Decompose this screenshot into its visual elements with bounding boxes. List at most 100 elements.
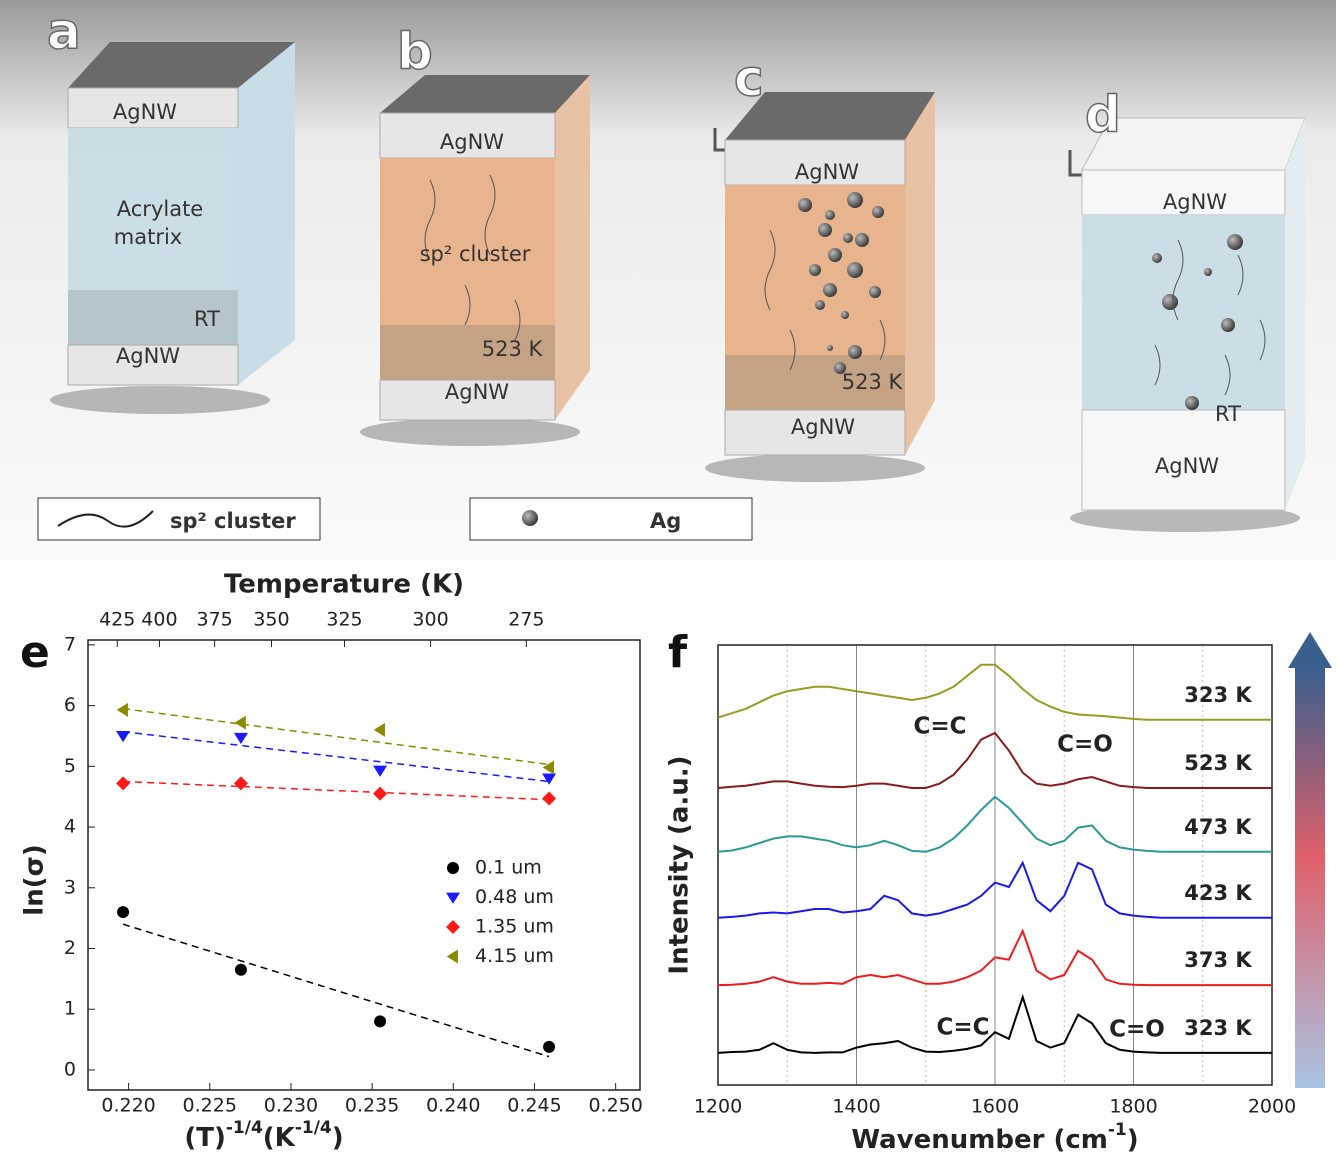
x2-tick-label: 300 bbox=[412, 609, 448, 631]
data-point bbox=[374, 1015, 386, 1027]
electrode-label: AgNW bbox=[116, 344, 180, 368]
series-label: 473 K bbox=[1184, 815, 1252, 839]
body-label: matrix bbox=[114, 225, 182, 249]
legend-label: 4.15 um bbox=[475, 945, 554, 967]
x2-tick-label: 400 bbox=[141, 609, 177, 631]
x-axis-label: (T)-1/4(K-1/4) bbox=[184, 1118, 343, 1153]
electrode-label: AgNW bbox=[113, 100, 177, 124]
annotation: C=O bbox=[1109, 1017, 1165, 1043]
panel-label: b bbox=[397, 23, 433, 81]
temperature-label: 523 K bbox=[482, 337, 544, 361]
data-point bbox=[116, 731, 130, 742]
panel-label: e bbox=[20, 627, 50, 678]
x-tick-label: 1800 bbox=[1109, 1096, 1157, 1118]
x-axis-label-part: ) bbox=[1127, 1125, 1139, 1155]
x-tick-label: 2000 bbox=[1248, 1096, 1296, 1118]
legend-marker bbox=[446, 893, 460, 904]
x-axis-label-part: (T) bbox=[184, 1123, 226, 1153]
x-axis-label: Wavenumber (cm-1) bbox=[851, 1120, 1138, 1155]
data-point bbox=[235, 716, 246, 730]
data-point bbox=[235, 964, 247, 976]
series-label: 523 K bbox=[1184, 751, 1252, 775]
y-tick-label: 7 bbox=[64, 633, 76, 655]
y-axis-label: Intensity (a.u.) bbox=[665, 755, 695, 974]
panel-label: a bbox=[47, 3, 81, 61]
legend-label: 1.35 um bbox=[475, 916, 554, 938]
data-point bbox=[373, 766, 387, 777]
y-tick-label: 2 bbox=[64, 937, 76, 959]
series-label: 323 K bbox=[1184, 1016, 1252, 1040]
x-tick-label: 1600 bbox=[971, 1096, 1019, 1118]
annotation: C=C bbox=[936, 1015, 989, 1041]
x-tick-label: 0.225 bbox=[183, 1095, 237, 1117]
x-tick-label: 0.250 bbox=[588, 1095, 642, 1117]
temperature-arrow-head bbox=[1288, 632, 1332, 668]
x-tick-label: 0.235 bbox=[345, 1095, 399, 1117]
legend-label: Ag bbox=[650, 509, 681, 533]
x-tick-label: 0.220 bbox=[101, 1095, 155, 1117]
x-tick-label: 0.230 bbox=[264, 1095, 318, 1117]
panel-label: d bbox=[1085, 86, 1121, 144]
legend-marker bbox=[446, 920, 460, 934]
y-tick-label: 5 bbox=[64, 755, 76, 777]
temperature-label: RT bbox=[1215, 402, 1241, 426]
x2-tick-label: 350 bbox=[253, 609, 289, 631]
annotation: C=O bbox=[1057, 732, 1113, 758]
x-tick-label: 1200 bbox=[694, 1096, 742, 1118]
x-axis-label-part: -1/4 bbox=[226, 1118, 263, 1138]
temperature-label: RT bbox=[194, 307, 220, 331]
data-point bbox=[542, 774, 556, 785]
x2-tick-label: 375 bbox=[197, 609, 233, 631]
fit-line bbox=[123, 709, 549, 765]
x-axis-label-part: -1 bbox=[1108, 1120, 1127, 1140]
data-point bbox=[117, 703, 128, 717]
data-point bbox=[234, 776, 248, 790]
x-axis-label-part: -1/4 bbox=[295, 1118, 332, 1138]
x2-tick-label: 425 bbox=[99, 609, 135, 631]
x-axis-label-part: ) bbox=[332, 1123, 344, 1153]
body-label: sp² cluster bbox=[420, 242, 531, 266]
body-label: Acrylate bbox=[117, 197, 203, 221]
data-point bbox=[234, 733, 248, 744]
data-point bbox=[117, 906, 129, 918]
series-label: 323 K bbox=[1184, 683, 1252, 707]
y-tick-label: 1 bbox=[64, 998, 76, 1020]
x-axis-label-part: (K bbox=[263, 1123, 296, 1153]
data-point bbox=[542, 792, 556, 806]
annotation: C=C bbox=[913, 714, 966, 740]
series-label: 373 K bbox=[1184, 948, 1252, 972]
electrode-label: AgNW bbox=[440, 130, 504, 154]
y-axis-label: ln(σ) bbox=[20, 844, 50, 915]
legend-marker bbox=[447, 950, 458, 964]
legend-label: 0.1 um bbox=[475, 857, 542, 879]
y-tick-label: 3 bbox=[64, 876, 76, 898]
y-tick-label: 4 bbox=[64, 816, 76, 838]
x2-tick-label: 325 bbox=[326, 609, 362, 631]
temperature-arrow bbox=[1295, 668, 1325, 1088]
data-point bbox=[543, 761, 554, 775]
y-tick-label: 6 bbox=[64, 694, 76, 716]
x-axis-label-part: Wavenumber (cm bbox=[851, 1125, 1108, 1155]
legend-marker bbox=[447, 862, 459, 874]
temperature-label: 523 K bbox=[842, 370, 904, 394]
plot-frame bbox=[88, 640, 640, 1090]
figure: sp² cluster Ag a AgNW Acrylate matrix RT… bbox=[0, 0, 1336, 1164]
legend-label: sp² cluster bbox=[170, 509, 296, 533]
data-point bbox=[543, 1041, 555, 1053]
x-tick-label: 0.240 bbox=[426, 1095, 480, 1117]
data-point bbox=[374, 723, 385, 737]
electrode-label: AgNW bbox=[1155, 454, 1219, 478]
x2-axis-label: Temperature (K) bbox=[224, 570, 464, 600]
panel-label: f bbox=[668, 627, 688, 678]
series-label: 423 K bbox=[1184, 881, 1252, 905]
y-tick-label: 0 bbox=[64, 1058, 76, 1080]
x-tick-label: 1400 bbox=[832, 1096, 880, 1118]
data-point bbox=[116, 776, 130, 790]
panel-label: c bbox=[734, 50, 764, 108]
data-point bbox=[373, 787, 387, 801]
electrode-label: AgNW bbox=[791, 415, 855, 439]
electrode-label: AgNW bbox=[1163, 190, 1227, 214]
x-tick-label: 0.245 bbox=[507, 1095, 561, 1117]
x2-tick-label: 275 bbox=[508, 609, 544, 631]
legend-label: 0.48 um bbox=[475, 886, 554, 908]
